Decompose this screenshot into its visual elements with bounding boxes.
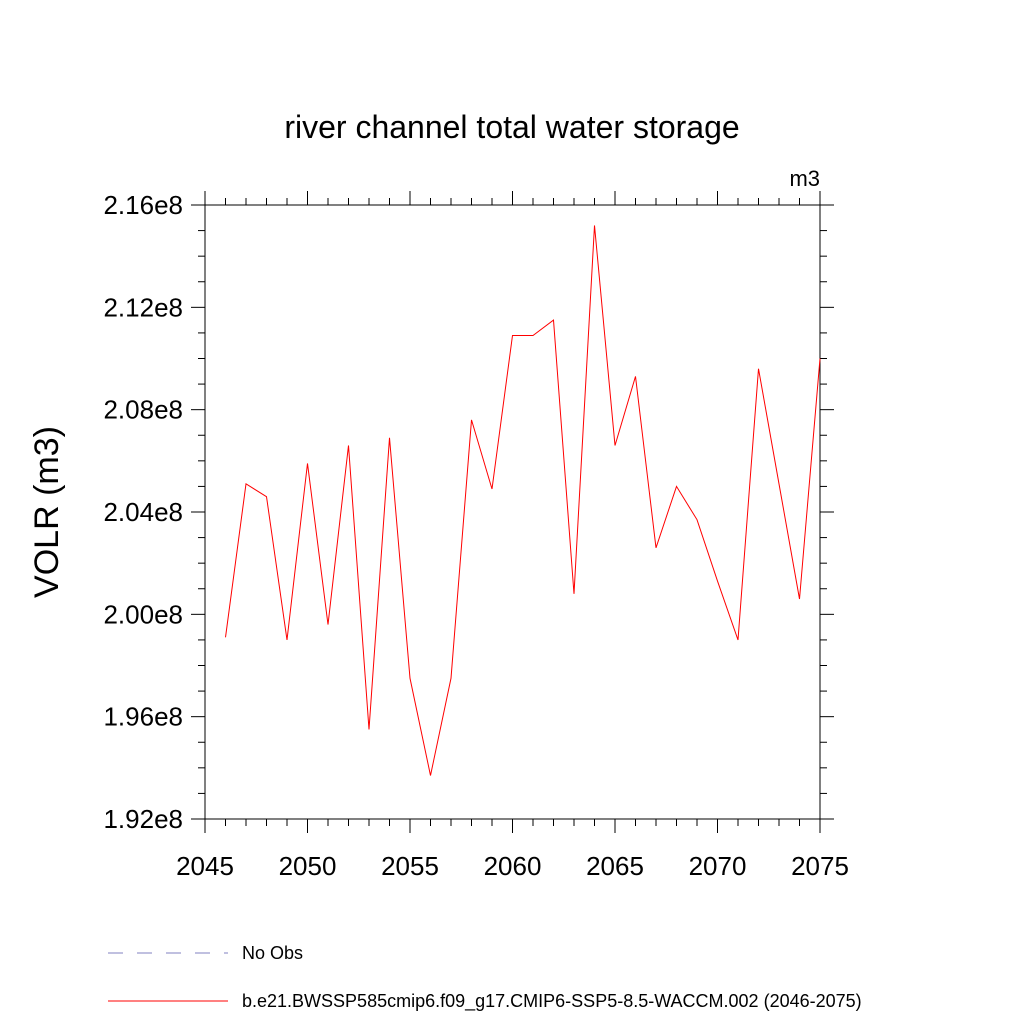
y-tick-label: 1.92e8 [103,804,183,834]
legend-label: b.e21.BWSSP585cmip6.f09_g17.CMIP6-SSP5-8… [242,991,862,1012]
y-tick-label: 2.04e8 [103,497,183,527]
x-tick-label: 2075 [791,851,849,881]
y-tick-label: 2.00e8 [103,599,183,629]
x-tick-label: 2055 [381,851,439,881]
series-layer [225,225,821,776]
x-tick-label: 2060 [484,851,542,881]
units-label: m3 [789,166,820,191]
x-tick-label: 2045 [176,851,234,881]
legend-label: No Obs [242,943,303,963]
axis-ticks [191,191,834,833]
series-line [225,225,821,776]
legend: No Obs b.e21.BWSSP585cmip6.f09_g17.CMIP6-… [108,943,862,1012]
y-tick-label: 2.12e8 [103,292,183,322]
x-tick-label: 2070 [689,851,747,881]
y-tick-label: 1.96e8 [103,702,183,732]
plot-frame [204,204,821,820]
y-tick-label: 2.16e8 [103,190,183,220]
y-axis-label: VOLR (m3) [28,426,66,598]
axis-tick-labels: 2045 2050 2055 2060 2065 2070 2075 1.92e8 1.96e8… [103,190,848,881]
y-tick-label: 2.08e8 [103,395,183,425]
x-tick-label: 2065 [586,851,644,881]
chart-title: river channel total water storage [284,109,739,145]
x-tick-label: 2050 [279,851,337,881]
